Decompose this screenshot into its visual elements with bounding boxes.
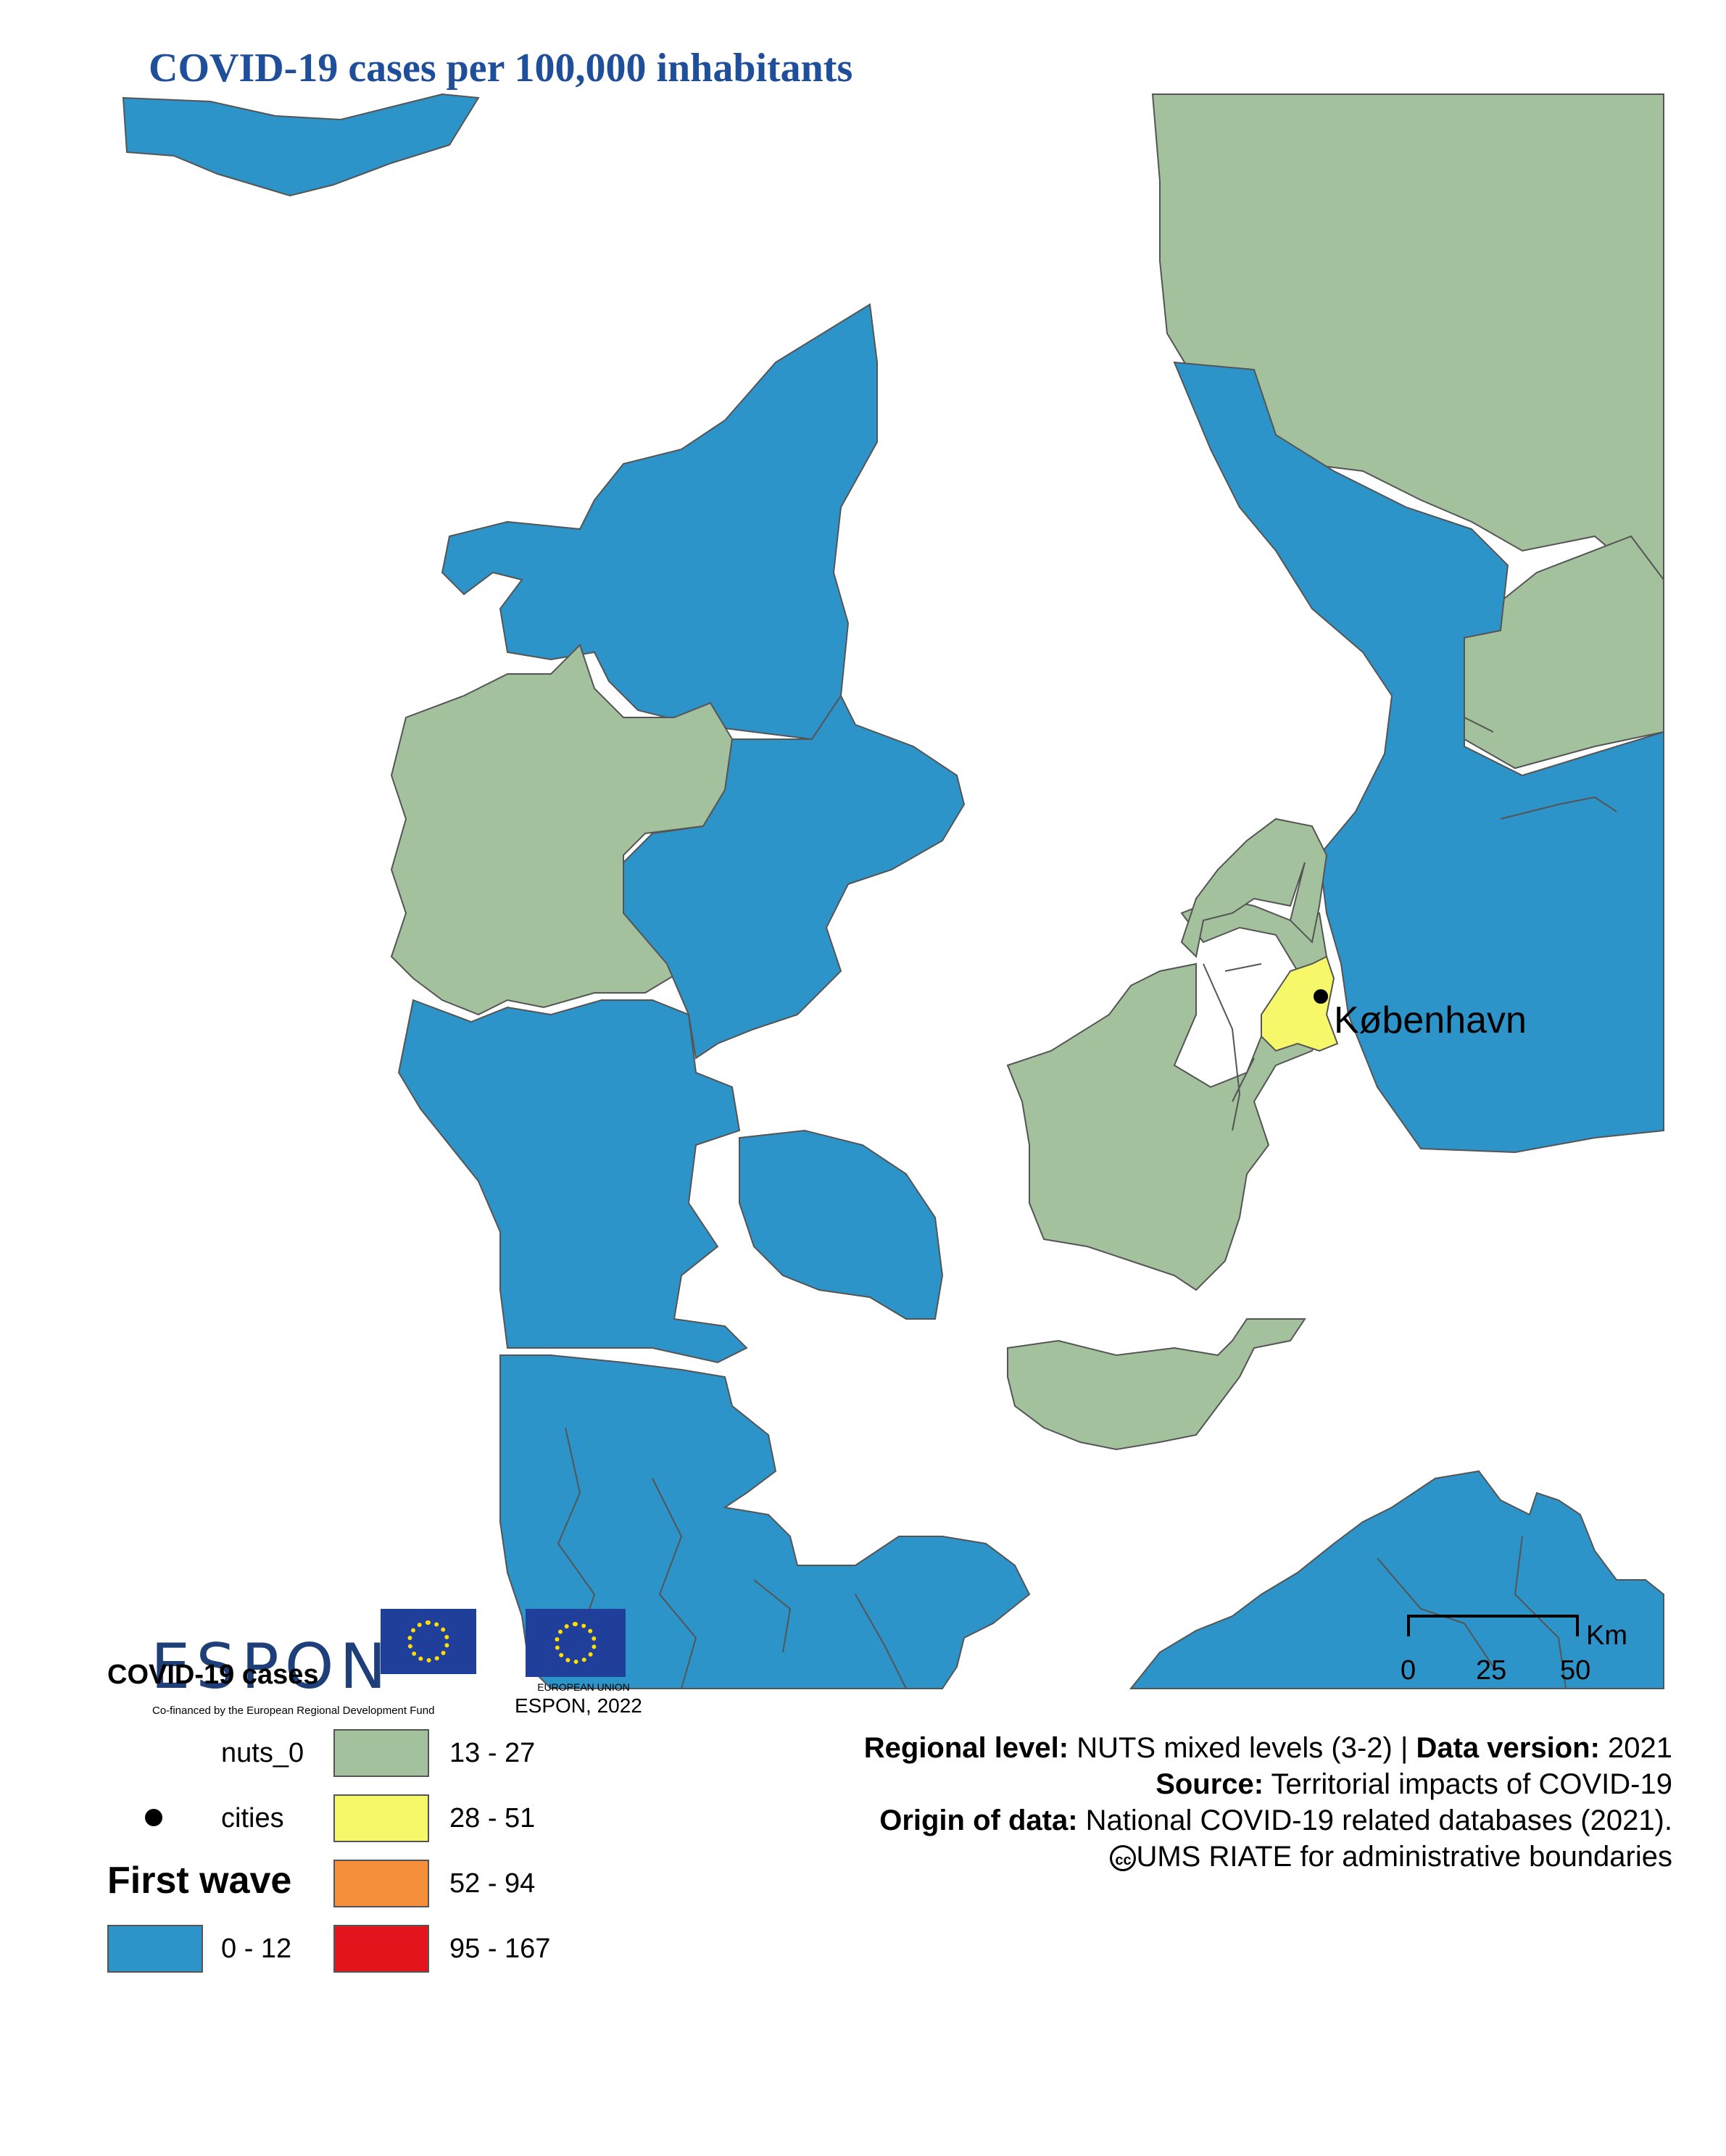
legend-credit-year: ESPON, 2022: [515, 1694, 642, 1717]
meta-source: Source: Territorial impacts of COVID-19: [1155, 1768, 1672, 1801]
meta-boundaries: cc UMS RIATE for administrative boundarie…: [1110, 1841, 1672, 1873]
legend-swatch-95-167: [333, 1925, 429, 1973]
meta-origin: Origin of data: National COVID-19 relate…: [879, 1805, 1672, 1837]
legend-label-95-167: 95 - 167: [449, 1934, 551, 1964]
legend-label-52-94: 52 - 94: [449, 1868, 536, 1899]
meta-regional-level-value: NUTS mixed levels (3-2) |: [1076, 1732, 1408, 1764]
legend-label-13-27: 13 - 27: [449, 1738, 536, 1768]
legend-label-28-51: 28 - 51: [449, 1803, 536, 1834]
scale-tick-25: 25: [1476, 1655, 1507, 1686]
legend-nuts0-label: nuts_0: [221, 1738, 304, 1768]
region-jutland-east: [623, 694, 966, 1060]
legend-swatch-28-51: [333, 1794, 429, 1842]
espon-eu-flag-icon: [381, 1609, 476, 1674]
city-dot-kobenhavn: [1314, 989, 1328, 1004]
region-norway-south: [122, 93, 480, 197]
legend-swatch-52-94: [333, 1860, 429, 1907]
meta-regional-level-label: Regional level:: [863, 1732, 1069, 1764]
region-north-zealand: [1180, 817, 1328, 959]
eu-flag-icon: [526, 1609, 626, 1677]
creative-commons-icon: cc: [1110, 1845, 1137, 1872]
logo-area: ESPON EUROPEAN UNION Co-financed by the …: [145, 1609, 667, 1725]
espon-logo: ESPON: [151, 1631, 392, 1703]
region-zealand: [1006, 897, 1327, 1291]
region-sweden-halland-skane: [1173, 361, 1664, 1154]
scale-tick-50: 50: [1560, 1655, 1591, 1686]
region-jutland-south: [397, 999, 748, 1364]
meta-regional-level: Regional level: NUTS mixed levels (3-2) …: [864, 1732, 1672, 1765]
scale-bar: [1407, 1615, 1579, 1636]
cofinanced-text: Co-financed by the European Regional Dev…: [152, 1705, 435, 1717]
eu-label: EUROPEAN UNION: [537, 1681, 630, 1693]
scale-tick-0: 0: [1401, 1655, 1416, 1686]
legend-cities-label: cities: [221, 1803, 284, 1834]
legend-title: COVID-19 cases: [107, 1660, 319, 1690]
legend-wave-label: First wave: [107, 1860, 292, 1902]
region-lolland-falster: [1007, 1318, 1306, 1451]
scale-unit: Km: [1586, 1620, 1627, 1651]
region-copenhagen: [1261, 955, 1339, 1052]
region-germany-east: [1129, 1470, 1664, 1689]
meta-data-version-value: 2021: [1608, 1732, 1672, 1764]
region-jutland-north: [441, 303, 878, 741]
legend-label-0-12: 0 - 12: [221, 1934, 292, 1964]
meta-data-version-label: Data version:: [1416, 1732, 1600, 1764]
legend-city-dot: [145, 1809, 162, 1826]
legend-swatch-13-27: [333, 1729, 429, 1777]
city-label-kobenhavn: København: [1334, 999, 1527, 1041]
meta-boundaries-text: UMS RIATE for administrative boundaries: [1136, 1841, 1672, 1873]
meta-source-value: Territorial impacts of COVID-19: [1271, 1768, 1672, 1800]
legend-swatch-0-12: [107, 1925, 203, 1973]
meta-origin-label: Origin of data:: [879, 1805, 1078, 1836]
meta-origin-value: National COVID-19 related databases (202…: [1085, 1805, 1672, 1836]
region-funen: [739, 1129, 944, 1320]
map-title: COVID-19 cases per 100,000 inhabitants: [149, 46, 853, 91]
meta-source-label: Source:: [1155, 1768, 1264, 1800]
